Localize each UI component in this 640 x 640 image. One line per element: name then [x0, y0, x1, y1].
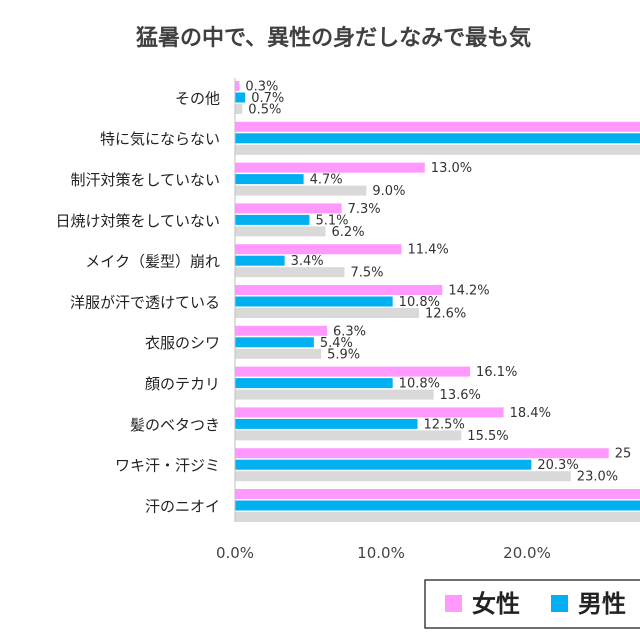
- legend-swatch-female: [445, 595, 462, 612]
- data-label: 12.6%: [425, 307, 466, 322]
- bar: [235, 389, 434, 400]
- bar: [235, 471, 571, 482]
- bar: [235, 226, 326, 237]
- data-label: 6.2%: [332, 225, 365, 240]
- bar: [235, 244, 402, 255]
- legend-label-male: 男性: [578, 590, 626, 618]
- data-label: 5.1%: [315, 213, 348, 228]
- data-labels: 0.3%0.7%0.5% 13.0% 4.7% 9.0% 7.3%5.1%6.2% 11.…: [245, 80, 631, 485]
- bar: [235, 174, 304, 185]
- data-label: 10.8%: [399, 377, 440, 392]
- category-label: メイク（髪型）崩れ: [85, 253, 220, 271]
- bar: [235, 104, 243, 114]
- x-tick-label: 10.0%: [357, 544, 405, 562]
- x-tick-label: 20.0%: [503, 544, 551, 562]
- category-labels: その他特に気にならない制汗対策をしていない日焼け対策をしていないメイク（髪型）崩…: [55, 89, 220, 515]
- category-label: 特に気にならない: [100, 130, 220, 148]
- data-label: 12.5%: [424, 417, 465, 432]
- data-label: 13.0%: [431, 161, 472, 176]
- legend-label-female: 女性: [472, 590, 520, 618]
- bar: [235, 459, 532, 470]
- bar: [235, 348, 322, 359]
- bar: [235, 144, 640, 155]
- category-label: ワキ汗・汗ジミ: [115, 457, 220, 475]
- bar: [235, 366, 471, 377]
- bar: [235, 500, 640, 511]
- data-label: 7.5%: [351, 266, 384, 281]
- x-tick-label: 0.0%: [216, 544, 254, 562]
- bar: [235, 203, 342, 214]
- data-label: 16.1%: [476, 365, 517, 380]
- bar: [235, 512, 640, 522]
- category-label: 日焼け対策をしていない: [55, 212, 220, 230]
- category-label: 洋服が汗で透けている: [70, 293, 220, 311]
- data-label: 7.3%: [348, 202, 381, 217]
- category-label: 衣服のシワ: [145, 334, 220, 352]
- data-label: 15.5%: [467, 429, 508, 444]
- data-label: 18.4%: [510, 406, 551, 421]
- data-label: 14.2%: [448, 284, 489, 299]
- legend-swatch-male: [551, 595, 568, 612]
- data-label: 9.0%: [372, 184, 405, 199]
- x-axis-tick-labels: 0.0% 10.0% 20.0%: [216, 544, 551, 562]
- bars: [235, 81, 640, 522]
- bar: [235, 162, 425, 173]
- data-label: 20.3%: [537, 458, 578, 473]
- category-label: 髪のベタつき: [130, 416, 220, 434]
- data-label: 10.8%: [399, 295, 440, 310]
- bar: [235, 448, 609, 459]
- bar: [235, 418, 418, 429]
- bar: [235, 308, 419, 318]
- bar: [235, 81, 240, 91]
- data-label: 6.3%: [333, 324, 366, 339]
- bar: [235, 92, 246, 103]
- data-label: 0.7%: [251, 91, 284, 106]
- bar: [235, 407, 504, 418]
- data-label: 5.4%: [320, 336, 353, 351]
- data-label: 25: [615, 447, 632, 462]
- data-label: 0.3%: [245, 80, 278, 95]
- bar: [235, 133, 640, 144]
- bar: [235, 214, 310, 225]
- data-label: 4.7%: [310, 173, 343, 188]
- category-label: 制汗対策をしていない: [70, 171, 220, 189]
- category-label: 顔のテカリ: [145, 375, 220, 393]
- bar: [235, 121, 640, 132]
- bar: [235, 255, 285, 266]
- bar: [235, 296, 393, 307]
- data-label: 3.4%: [291, 254, 324, 269]
- chart-title: 猛暑の中で、異性の身だしなみで最も気: [135, 25, 531, 51]
- legend: 女性 男性: [424, 579, 640, 629]
- data-label: 11.4%: [407, 243, 448, 258]
- bar: [235, 430, 462, 441]
- bar: [235, 285, 443, 295]
- category-label: その他: [175, 89, 220, 107]
- bar: [235, 337, 314, 348]
- data-label: 5.9%: [327, 347, 360, 362]
- bar: [235, 185, 367, 196]
- bar: [235, 489, 640, 499]
- data-label: 23.0%: [577, 470, 618, 485]
- data-label: 0.5%: [248, 103, 281, 118]
- bar: [235, 267, 345, 278]
- category-label: 汗のニオイ: [145, 497, 220, 515]
- bar: [235, 378, 393, 389]
- bar: [235, 325, 327, 336]
- data-label: 13.6%: [440, 388, 481, 403]
